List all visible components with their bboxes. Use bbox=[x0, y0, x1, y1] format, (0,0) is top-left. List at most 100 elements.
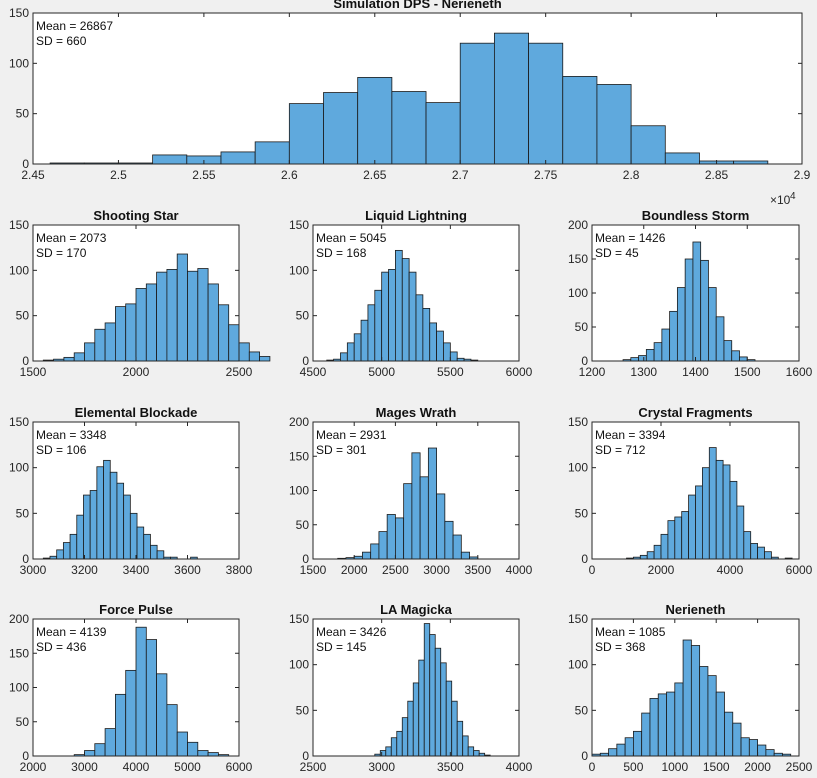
y-tick-label: 150 bbox=[289, 612, 309, 626]
x-tick-label: 6000 bbox=[506, 365, 533, 379]
histogram-bar bbox=[688, 494, 696, 560]
mean-annotation: Mean = 3348 bbox=[36, 428, 107, 442]
histogram-bar bbox=[56, 549, 64, 560]
histogram-bar bbox=[596, 84, 632, 165]
sd-annotation: SD = 168 bbox=[316, 246, 367, 260]
x-tick-label: 4000 bbox=[123, 760, 150, 774]
histogram-bar bbox=[674, 682, 684, 757]
histogram-bar bbox=[220, 151, 256, 165]
histogram-bar bbox=[722, 464, 731, 560]
x-tick-label: 2.65 bbox=[363, 168, 387, 182]
x-tick-label: 3800 bbox=[226, 563, 253, 577]
x-tick-label: 2000 bbox=[123, 365, 150, 379]
histogram-bar bbox=[646, 551, 655, 560]
histogram-bar bbox=[669, 310, 678, 362]
x-tick-label: 2000 bbox=[341, 563, 368, 577]
sd-annotation: SD = 660 bbox=[36, 34, 87, 48]
chart-title: Nerieneth bbox=[666, 602, 726, 617]
histogram-bar bbox=[217, 304, 230, 362]
x-tick-label: 3500 bbox=[437, 760, 464, 774]
histogram-bar bbox=[732, 722, 742, 757]
axes-box bbox=[312, 618, 520, 757]
y-tick-label: 0 bbox=[22, 552, 29, 566]
histogram-bar bbox=[357, 77, 393, 165]
histogram-bar bbox=[562, 76, 598, 165]
histogram-bar bbox=[125, 303, 137, 362]
y-tick-label: 100 bbox=[9, 681, 29, 695]
chart-title: Shooting Star bbox=[93, 208, 178, 223]
chart-title: LA Magicka bbox=[380, 602, 453, 617]
histogram-bar bbox=[156, 271, 168, 362]
x-tick-label: 2.7 bbox=[452, 168, 469, 182]
histogram-bar bbox=[370, 543, 380, 560]
sd-annotation: SD = 301 bbox=[316, 443, 367, 457]
x-tick-label: 1500 bbox=[703, 760, 730, 774]
mean-annotation: Mean = 5045 bbox=[316, 231, 387, 245]
histogram-bar bbox=[69, 533, 78, 560]
histogram-bar bbox=[143, 533, 151, 560]
y-tick-label: 150 bbox=[568, 415, 588, 429]
histogram-bar bbox=[436, 493, 446, 560]
x-tick-label: 3000 bbox=[20, 563, 47, 577]
mean-annotation: Mean = 1085 bbox=[595, 625, 666, 639]
y-tick-label: 0 bbox=[302, 354, 309, 368]
subplot-mages-wrath: 1500 2000 2500 3000 3500 4000 0 50 100 150 200 Mage… bbox=[289, 405, 533, 577]
histogram-bar bbox=[362, 551, 372, 560]
histogram-bar bbox=[396, 730, 403, 757]
histogram-bar bbox=[83, 494, 91, 560]
y-tick-label: 150 bbox=[289, 449, 309, 463]
histogram-bar bbox=[197, 750, 209, 757]
y-tick-label: 0 bbox=[22, 354, 29, 368]
histogram-bar bbox=[84, 750, 96, 757]
x-tick-label: 2.9 bbox=[794, 168, 811, 182]
x-tick-label: 4000 bbox=[506, 760, 533, 774]
chart-title: Liquid Lightning bbox=[365, 208, 467, 223]
mean-annotation: Mean = 2073 bbox=[36, 231, 107, 245]
y-tick-label: 50 bbox=[16, 506, 30, 520]
histogram-bar bbox=[176, 731, 188, 757]
y-tick-label: 100 bbox=[289, 658, 309, 672]
axes-box bbox=[591, 421, 800, 560]
histogram-bar bbox=[764, 551, 772, 560]
histogram-bar bbox=[676, 287, 686, 362]
histogram-bar bbox=[473, 750, 480, 757]
histogram-bar bbox=[674, 516, 683, 560]
subplot-boundless-storm: 1200 1300 1400 1500 1600 0 50 100 150 200 Boundles… bbox=[568, 208, 813, 379]
histogram-bar bbox=[757, 546, 765, 560]
y-tick-label: 50 bbox=[575, 320, 589, 334]
histogram-bar bbox=[434, 647, 442, 757]
x-tick-label: 2500 bbox=[226, 365, 253, 379]
subplot-elemental-blockade: 3000 3200 3400 3600 3800 0 50 100 150 Elemental B… bbox=[9, 405, 253, 577]
histogram-bar bbox=[187, 270, 199, 362]
subplot-force-pulse: 2000 3000 4000 5000 6000 0 50 100 150 200 Force Pu… bbox=[9, 602, 253, 774]
subplot-la-magicka: 2500 3000 3500 4000 0 50 100 150 LA Magicka Mean … bbox=[289, 602, 533, 774]
histogram-bar bbox=[176, 253, 188, 362]
histogram-bar bbox=[700, 259, 709, 362]
histogram-bar bbox=[346, 342, 355, 362]
mean-annotation: Mean = 3426 bbox=[316, 625, 387, 639]
x-tick-label: 1000 bbox=[661, 760, 688, 774]
histogram-bar bbox=[690, 645, 701, 757]
histogram-bar bbox=[624, 737, 634, 757]
histogram-bar bbox=[135, 626, 147, 757]
y-tick-label: 50 bbox=[296, 703, 310, 717]
histogram-bar bbox=[415, 294, 424, 362]
x-tick-label: 2.8 bbox=[623, 168, 640, 182]
histogram-bar bbox=[731, 350, 740, 362]
y-tick-label: 150 bbox=[568, 612, 588, 626]
x-tick-label: 6000 bbox=[786, 563, 813, 577]
histogram-bar bbox=[96, 466, 104, 560]
histogram-bar bbox=[388, 269, 396, 362]
y-tick-label: 150 bbox=[9, 646, 29, 660]
y-tick-label: 150 bbox=[9, 218, 29, 232]
y-tick-label: 100 bbox=[568, 658, 588, 672]
histogram-bar bbox=[427, 447, 437, 560]
mean-annotation: Mean = 3394 bbox=[595, 428, 666, 442]
histogram-bar bbox=[653, 544, 662, 560]
histogram-bar bbox=[386, 514, 396, 560]
x-tick-label: 1400 bbox=[682, 365, 709, 379]
y-tick-label: 150 bbox=[568, 252, 588, 266]
histogram-bar bbox=[723, 340, 733, 362]
x-tick-label: 3200 bbox=[71, 563, 98, 577]
